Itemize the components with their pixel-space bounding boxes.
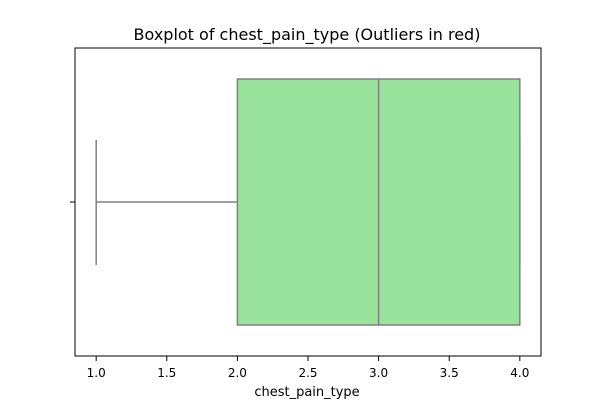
plot-area bbox=[70, 47, 542, 357]
x-tick-label: 1.5 bbox=[157, 366, 176, 380]
x-axis: 1.0 1.5 2.0 2.5 3.0 3.5 4.0 bbox=[87, 356, 529, 380]
boxplot bbox=[95, 78, 521, 326]
x-tick-label: 2.5 bbox=[298, 366, 317, 380]
x-tick-label: 2.0 bbox=[228, 366, 247, 380]
x-tick-label: 3.0 bbox=[369, 366, 388, 380]
x-tick-label: 4.0 bbox=[510, 366, 529, 380]
x-tick-label: 3.5 bbox=[440, 366, 459, 380]
chart-title: Boxplot of chest_pain_type (Outliers in … bbox=[134, 25, 481, 45]
x-tick-label: 1.0 bbox=[87, 366, 106, 380]
x-axis-label: chest_pain_type bbox=[254, 385, 359, 400]
